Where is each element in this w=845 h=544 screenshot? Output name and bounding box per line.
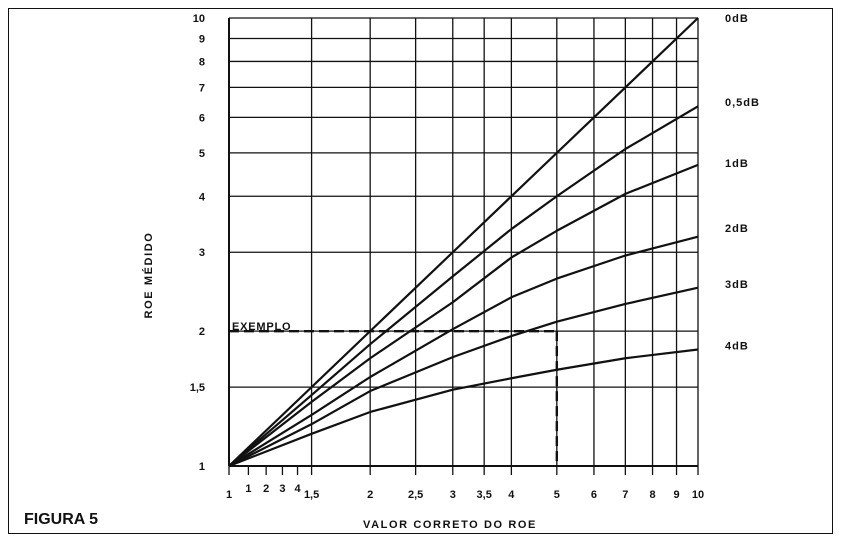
series-label: 3dB [725,279,749,291]
example-marker [229,329,559,466]
x-minor-tick-label: 3 [279,483,285,495]
y-tick-label: 5 [199,148,205,160]
series-label: 2dB [725,223,749,235]
series-line [228,286,699,467]
series-line [228,348,699,468]
series-line [228,235,699,467]
x-tick-label: 3 [450,489,456,501]
x-tick-label: 9 [673,489,679,501]
series-line [228,17,699,467]
figure-frame [8,8,833,534]
x-tick-label: 6 [591,489,597,501]
y-tick-label: 10 [193,13,205,25]
y-tick-label: 4 [199,191,206,203]
y-axis-title: ROE MÉDIDO [142,232,155,319]
x-tick-label: 2 [367,489,373,501]
x-tick-label: 1 [226,489,232,501]
x-tick-label: 4 [508,489,515,501]
x-minor-tick-label: 2 [263,483,269,495]
y-tick-label: 2 [199,326,205,338]
y-tick-label: 1 [199,461,205,473]
y-tick-label: 6 [199,112,205,124]
series-label: 1dB [725,158,749,170]
x-tick-label: 10 [692,489,704,501]
figure-label: FIGURA 5 [24,511,98,528]
series-line [228,163,699,467]
x-tick-label: 8 [649,489,655,501]
x-tick-label: 5 [554,489,560,501]
x-tick-label: 2,5 [408,489,423,501]
series-label: 0,5dB [725,97,760,109]
y-tick-label: 1,5 [190,382,205,394]
y-tick-label: 3 [199,247,205,259]
curves [228,17,699,468]
x-tick-label: 3,5 [477,489,492,501]
example-label: EXEMPLO [232,321,291,333]
series-label: 4dB [725,340,749,352]
series-line [228,105,699,467]
x-tick-label: 1,5 [304,489,319,501]
y-tick-label: 9 [199,33,205,45]
x-minor-tick-label: 4 [294,483,301,495]
y-tick-label: 8 [199,56,205,68]
x-tick-label: 7 [622,489,628,501]
grid [228,17,699,475]
series-label: 0dB [725,13,749,25]
y-tick-label: 7 [199,82,205,94]
x-axis-title: VALOR CORRETO DO ROE [363,519,537,531]
x-minor-tick-label: 1 [245,483,251,495]
